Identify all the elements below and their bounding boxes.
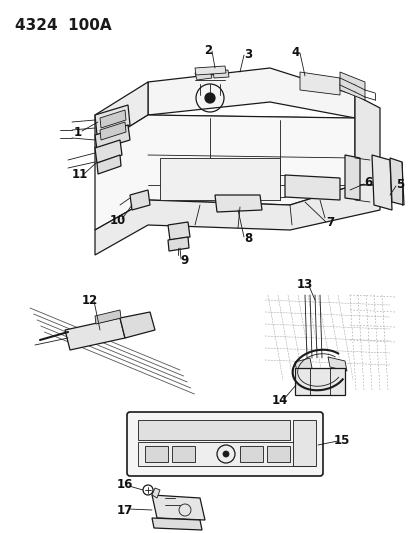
Polygon shape xyxy=(120,312,154,338)
Polygon shape xyxy=(266,446,289,462)
Polygon shape xyxy=(171,446,195,462)
Polygon shape xyxy=(371,155,391,210)
Polygon shape xyxy=(339,72,364,100)
Polygon shape xyxy=(284,175,339,200)
Text: 3: 3 xyxy=(243,47,252,61)
Text: 5: 5 xyxy=(395,179,403,191)
Text: 17: 17 xyxy=(116,504,133,516)
Text: 10: 10 xyxy=(109,214,126,227)
Polygon shape xyxy=(195,71,211,80)
Text: 4: 4 xyxy=(291,45,299,59)
Polygon shape xyxy=(212,70,228,78)
Polygon shape xyxy=(152,495,204,520)
Polygon shape xyxy=(152,488,159,498)
Polygon shape xyxy=(299,72,339,95)
Polygon shape xyxy=(145,446,168,462)
Text: 13: 13 xyxy=(296,279,312,292)
Polygon shape xyxy=(95,82,147,148)
Polygon shape xyxy=(95,105,130,135)
Circle shape xyxy=(204,93,214,103)
Text: 7: 7 xyxy=(325,216,333,230)
Polygon shape xyxy=(95,185,379,255)
Polygon shape xyxy=(147,68,354,118)
Polygon shape xyxy=(65,318,125,350)
Text: 6: 6 xyxy=(363,176,371,190)
Polygon shape xyxy=(195,66,225,75)
Polygon shape xyxy=(97,155,121,174)
Polygon shape xyxy=(344,155,359,200)
Polygon shape xyxy=(152,518,202,530)
Text: 14: 14 xyxy=(271,393,287,407)
Polygon shape xyxy=(292,420,315,466)
Text: 2: 2 xyxy=(204,44,211,56)
Polygon shape xyxy=(95,115,354,230)
FancyBboxPatch shape xyxy=(127,412,322,476)
Polygon shape xyxy=(130,190,150,210)
Polygon shape xyxy=(138,442,314,466)
Polygon shape xyxy=(95,125,130,150)
Text: 16: 16 xyxy=(116,479,133,491)
Polygon shape xyxy=(240,446,262,462)
Polygon shape xyxy=(168,222,190,240)
Polygon shape xyxy=(138,420,289,440)
Text: 1: 1 xyxy=(74,125,82,139)
Polygon shape xyxy=(354,95,379,185)
Text: 8: 8 xyxy=(243,231,252,245)
Polygon shape xyxy=(95,310,121,324)
Text: 15: 15 xyxy=(333,433,349,447)
Text: 11: 11 xyxy=(72,168,88,182)
Polygon shape xyxy=(100,110,126,128)
Polygon shape xyxy=(168,237,189,251)
Text: 9: 9 xyxy=(180,254,189,266)
Polygon shape xyxy=(95,140,122,163)
Polygon shape xyxy=(159,158,279,200)
Circle shape xyxy=(223,451,228,457)
Text: 12: 12 xyxy=(82,294,98,306)
Polygon shape xyxy=(294,368,344,395)
Polygon shape xyxy=(389,158,403,205)
Polygon shape xyxy=(294,358,311,372)
Polygon shape xyxy=(100,122,126,140)
Polygon shape xyxy=(214,195,261,212)
Polygon shape xyxy=(327,357,346,371)
Text: 4324  100A: 4324 100A xyxy=(15,18,112,33)
